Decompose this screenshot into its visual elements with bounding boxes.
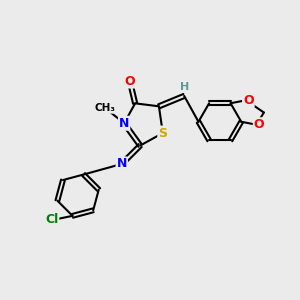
- Text: N: N: [119, 117, 129, 130]
- Text: S: S: [158, 127, 167, 140]
- Text: CH₃: CH₃: [94, 103, 115, 113]
- Text: H: H: [180, 82, 189, 92]
- Text: Cl: Cl: [45, 213, 58, 226]
- Text: O: O: [124, 74, 135, 88]
- Text: O: O: [243, 94, 254, 107]
- Text: O: O: [254, 118, 264, 131]
- Text: N: N: [117, 158, 127, 170]
